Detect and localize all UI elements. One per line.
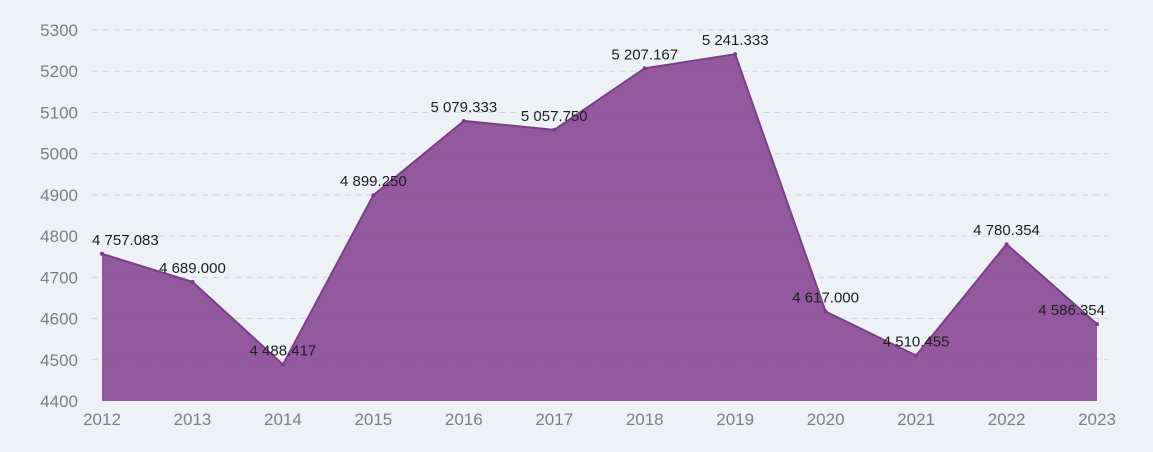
data-label: 4 617.000 (792, 290, 859, 307)
y-tick-label: 4800 (40, 227, 78, 246)
data-point (371, 193, 376, 198)
data-label: 4 510.455 (883, 333, 950, 350)
data-label: 4 488.417 (250, 343, 317, 360)
area-line (101, 53, 1098, 367)
x-tick-label: 2013 (174, 410, 212, 429)
y-tick-label: 5300 (40, 21, 78, 40)
y-axis-ticks: 4400 4500 4600 4700 4800 4900 5000 5100 5200 5300 (40, 21, 78, 411)
data-point (914, 353, 919, 358)
data-label: 4 780.354 (973, 222, 1040, 239)
x-tick-label: 2018 (626, 410, 664, 429)
x-tick-label: 2022 (988, 410, 1026, 429)
y-tick-label: 5000 (40, 145, 78, 164)
data-point (190, 279, 195, 284)
data-label: 4 689.000 (159, 260, 226, 277)
x-tick-label: 2016 (445, 410, 483, 429)
y-tick-label: 4600 (40, 310, 78, 329)
y-tick-label: 5200 (40, 62, 78, 81)
data-point (1004, 242, 1009, 247)
x-tick-label: 2023 (1078, 410, 1116, 429)
y-tick-label: 4900 (40, 186, 78, 205)
y-tick-label: 4700 (40, 268, 78, 287)
x-tick-label: 2015 (354, 410, 392, 429)
y-tick-label: 4500 (40, 351, 78, 370)
data-point (552, 127, 557, 132)
data-point (642, 66, 647, 71)
data-label: 4 586.354 (1038, 302, 1105, 319)
y-tick-label: 5100 (40, 103, 78, 122)
data-label: 5 057.750 (521, 108, 588, 125)
data-label: 5 207.167 (611, 46, 678, 63)
area-fill (102, 54, 1097, 402)
data-label: 5 241.333 (702, 32, 769, 49)
x-tick-label: 2021 (897, 410, 935, 429)
data-label: 4 899.250 (340, 173, 407, 190)
x-axis-ticks: 2012 2013 2014 2015 2016 2017 2018 2019 2020 2021… (83, 410, 1116, 429)
area-series (100, 52, 1099, 402)
data-point (280, 362, 285, 367)
data-label: 5 079.333 (430, 99, 497, 116)
x-tick-label: 2019 (716, 410, 754, 429)
y-tick-label: 4400 (40, 392, 78, 411)
data-point (823, 309, 828, 314)
x-tick-label: 2012 (83, 410, 121, 429)
x-tick-label: 2020 (807, 410, 845, 429)
x-tick-label: 2014 (264, 410, 302, 429)
data-label: 4 757.083 (92, 232, 159, 249)
x-tick-label: 2017 (535, 410, 573, 429)
data-point (100, 251, 104, 256)
data-point (461, 118, 466, 123)
data-point (733, 52, 738, 57)
data-point (1095, 322, 1099, 327)
